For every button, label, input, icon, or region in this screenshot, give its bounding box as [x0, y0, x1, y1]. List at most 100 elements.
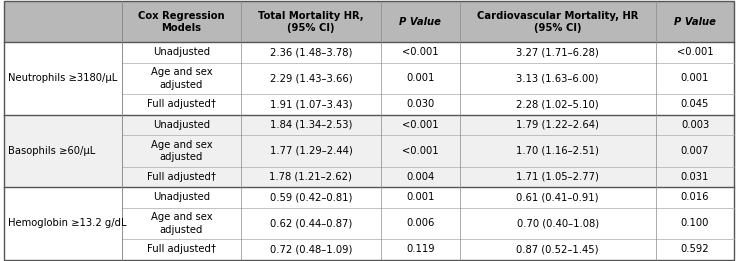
- Bar: [241, 115, 381, 135]
- Text: Age and sex
adjusted: Age and sex adjusted: [151, 67, 213, 90]
- Bar: [241, 239, 381, 260]
- Bar: [241, 94, 381, 115]
- Bar: [460, 239, 656, 260]
- Text: 1.79 (1.22–2.64): 1.79 (1.22–2.64): [516, 120, 599, 130]
- Bar: [381, 42, 460, 63]
- Bar: [123, 135, 241, 167]
- Bar: [656, 187, 734, 207]
- Text: <0.001: <0.001: [402, 47, 438, 57]
- Text: 1.91 (1.07–3.43): 1.91 (1.07–3.43): [269, 99, 352, 109]
- Bar: [381, 63, 460, 94]
- Bar: [241, 207, 381, 239]
- Bar: [241, 187, 381, 207]
- Text: Neutrophils ≥3180/μL: Neutrophils ≥3180/μL: [8, 73, 117, 84]
- Bar: [460, 167, 656, 187]
- Text: 0.016: 0.016: [681, 192, 709, 202]
- Text: <0.001: <0.001: [402, 146, 438, 156]
- Bar: [241, 63, 381, 94]
- Text: Total Mortality HR,
(95% CI): Total Mortality HR, (95% CI): [258, 10, 364, 33]
- Bar: [656, 207, 734, 239]
- Text: 0.001: 0.001: [406, 192, 435, 202]
- Text: 0.006: 0.006: [406, 218, 435, 228]
- Text: 0.001: 0.001: [681, 73, 709, 84]
- Bar: [123, 187, 241, 207]
- Text: 0.70 (0.40–1.08): 0.70 (0.40–1.08): [517, 218, 599, 228]
- Bar: [460, 207, 656, 239]
- Bar: [381, 167, 460, 187]
- Bar: [123, 42, 241, 63]
- Bar: [656, 63, 734, 94]
- Text: 2.36 (1.48–3.78): 2.36 (1.48–3.78): [269, 47, 352, 57]
- Bar: [123, 63, 241, 94]
- Text: 1.77 (1.29–2.44): 1.77 (1.29–2.44): [269, 146, 352, 156]
- Bar: [123, 115, 241, 135]
- Text: 0.119: 0.119: [406, 245, 435, 254]
- Text: 0.031: 0.031: [681, 172, 709, 182]
- Bar: [4, 115, 123, 187]
- Text: <0.001: <0.001: [677, 47, 714, 57]
- Bar: [123, 1, 241, 42]
- Text: 1.78 (1.21–2.62): 1.78 (1.21–2.62): [269, 172, 352, 182]
- Text: 0.62 (0.44–0.87): 0.62 (0.44–0.87): [270, 218, 352, 228]
- Text: Full adjusted†: Full adjusted†: [147, 99, 216, 109]
- Text: Age and sex
adjusted: Age and sex adjusted: [151, 212, 213, 235]
- Bar: [381, 135, 460, 167]
- Bar: [123, 94, 241, 115]
- Text: 0.100: 0.100: [681, 218, 709, 228]
- Text: 1.70 (1.16–2.51): 1.70 (1.16–2.51): [516, 146, 599, 156]
- Bar: [241, 135, 381, 167]
- Bar: [460, 42, 656, 63]
- Bar: [656, 135, 734, 167]
- Text: 0.61 (0.41–0.91): 0.61 (0.41–0.91): [517, 192, 599, 202]
- Text: Full adjusted†: Full adjusted†: [147, 172, 216, 182]
- Text: 0.030: 0.030: [406, 99, 435, 109]
- Text: 2.28 (1.02–5.10): 2.28 (1.02–5.10): [517, 99, 599, 109]
- Text: 0.003: 0.003: [681, 120, 709, 130]
- Bar: [381, 239, 460, 260]
- Bar: [460, 1, 656, 42]
- Text: 0.007: 0.007: [681, 146, 709, 156]
- Text: 1.71 (1.05–2.77): 1.71 (1.05–2.77): [516, 172, 599, 182]
- Text: 0.045: 0.045: [681, 99, 709, 109]
- Bar: [460, 187, 656, 207]
- Text: 3.13 (1.63–6.00): 3.13 (1.63–6.00): [517, 73, 599, 84]
- Text: 0.001: 0.001: [406, 73, 435, 84]
- Bar: [656, 239, 734, 260]
- Text: Unadjusted: Unadjusted: [153, 120, 210, 130]
- Text: Full adjusted†: Full adjusted†: [147, 245, 216, 254]
- Text: 0.004: 0.004: [406, 172, 435, 182]
- Bar: [241, 167, 381, 187]
- Bar: [656, 42, 734, 63]
- Bar: [381, 207, 460, 239]
- Text: Cardiovascular Mortality, HR
(95% CI): Cardiovascular Mortality, HR (95% CI): [477, 10, 638, 33]
- Bar: [381, 115, 460, 135]
- Text: Unadjusted: Unadjusted: [153, 47, 210, 57]
- Bar: [656, 1, 734, 42]
- Text: 3.27 (1.71–6.28): 3.27 (1.71–6.28): [517, 47, 599, 57]
- Text: 0.592: 0.592: [680, 245, 709, 254]
- Text: 0.87 (0.52–1.45): 0.87 (0.52–1.45): [517, 245, 599, 254]
- Bar: [656, 115, 734, 135]
- Bar: [4, 1, 123, 42]
- Bar: [123, 239, 241, 260]
- Text: 0.72 (0.48–1.09): 0.72 (0.48–1.09): [269, 245, 352, 254]
- Text: P Value: P Value: [674, 17, 716, 27]
- Bar: [123, 207, 241, 239]
- Bar: [460, 94, 656, 115]
- Bar: [460, 135, 656, 167]
- Text: Cox Regression
Models: Cox Regression Models: [138, 10, 225, 33]
- Text: Hemoglobin ≥13.2 g/dL: Hemoglobin ≥13.2 g/dL: [8, 218, 127, 228]
- Bar: [123, 167, 241, 187]
- Text: Age and sex
adjusted: Age and sex adjusted: [151, 140, 213, 162]
- Text: 2.29 (1.43–3.66): 2.29 (1.43–3.66): [269, 73, 352, 84]
- Bar: [656, 94, 734, 115]
- Bar: [381, 94, 460, 115]
- Bar: [4, 42, 123, 115]
- Text: <0.001: <0.001: [402, 120, 438, 130]
- Bar: [656, 167, 734, 187]
- Text: Unadjusted: Unadjusted: [153, 192, 210, 202]
- Bar: [241, 1, 381, 42]
- Bar: [381, 187, 460, 207]
- Bar: [241, 42, 381, 63]
- Text: 1.84 (1.34–2.53): 1.84 (1.34–2.53): [269, 120, 352, 130]
